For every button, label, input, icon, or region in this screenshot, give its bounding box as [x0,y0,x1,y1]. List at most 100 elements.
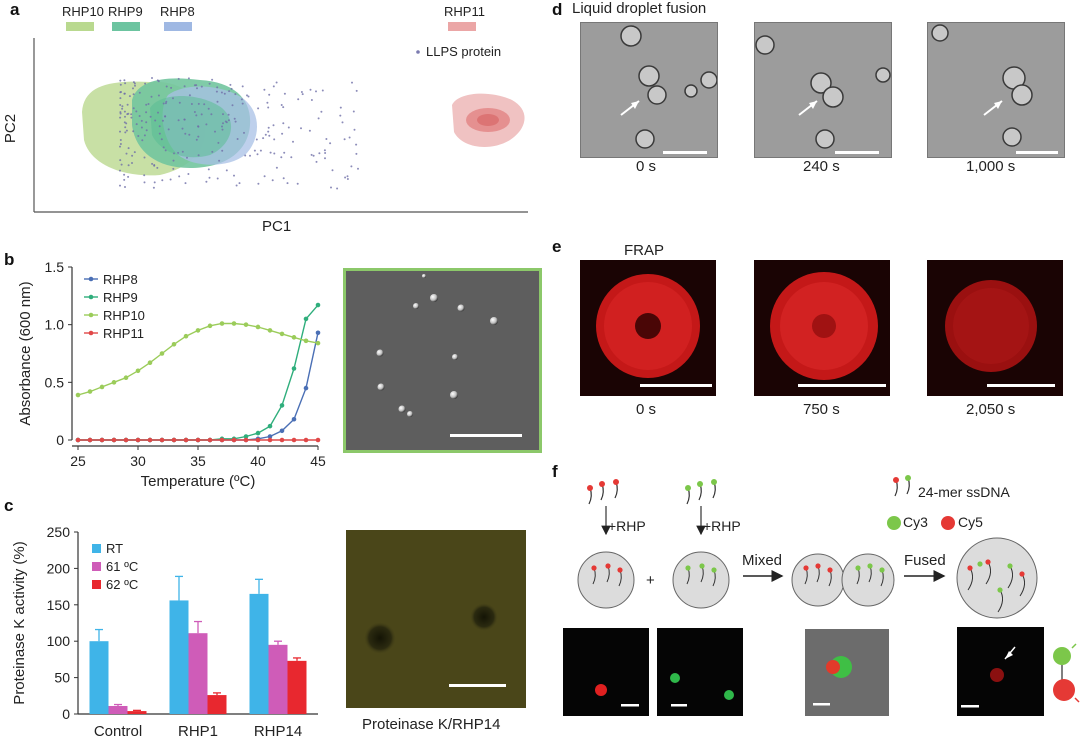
cy5-legend-label: Cy5 [958,514,983,530]
fusion-image-1000s [927,22,1065,158]
point-rhp8 [267,434,273,439]
panel-c-proteinase-chart: 0 50 100 150 200 250 Proteinase K activity (%)… [11,524,318,739]
c-ytick-label: 50 [54,670,70,686]
frap-time-2: 2,050 s [966,401,1016,418]
point-rhp10 [111,380,117,385]
fusion-time-1: 240 s [803,158,840,175]
fusion-image-0s [580,22,718,158]
fluor-image-cy5 [563,628,649,716]
point-rhp11 [255,437,261,443]
legend-swatch-rhp11 [448,22,476,31]
point-rhp9 [303,316,309,322]
point-rhp10 [183,333,189,339]
c-legend-text: 61 ºC [106,559,138,574]
point-rhp9 [291,366,297,371]
pc2-axis-label: PC2 [2,113,20,144]
point-rhp10 [135,368,141,374]
fused-label: Fused [904,552,946,569]
point-rhp9 [279,403,285,408]
point-rhp11 [207,437,213,443]
point-rhp11 [135,437,141,443]
point-rhp10 [75,392,81,398]
c-category-label: RHP1 [178,723,218,739]
panel-e-label: e [552,237,562,256]
legend-marker-rhp9 [88,294,94,300]
cy3-legend-dot [887,516,901,530]
b-ytick-label: 1.0 [45,317,65,333]
point-rhp11 [147,437,153,443]
c-category-label: RHP14 [254,723,302,739]
mixed-label: Mixed [742,552,783,569]
pc1-axis-label: PC1 [262,218,292,235]
c-y-axis-label: Proteinase K activity (%) [11,541,28,704]
point-rhp8 [315,330,321,336]
cy3-legend-label: Cy3 [903,514,928,530]
bar-control-0 [89,641,109,714]
point-rhp10 [147,360,153,366]
point-rhp11 [219,437,225,443]
legend-text-rhp8: RHP8 [103,272,138,287]
panel-a-pca-plot [33,38,528,213]
fusion-image-240s [754,22,892,158]
point-rhp10 [279,331,285,337]
legend-marker-rhp11 [88,330,94,336]
b-xtick-label: 30 [130,453,146,469]
fret-pair-icon [1053,643,1080,703]
plus-rhp-label-2: +RHP [703,518,741,534]
fluor-image-cy3 [657,628,743,716]
point-rhp11 [291,437,297,443]
fluor-image-fused [957,627,1044,716]
bar-rhp1-2 [207,695,227,714]
c-legend-text: RT [106,541,123,556]
point-rhp11 [99,437,105,443]
c-ytick-label: 250 [47,524,71,540]
point-rhp9 [255,430,261,436]
rhp9-core [150,96,232,158]
point-rhp11 [111,437,117,443]
point-rhp10 [171,341,177,347]
c-legend-swatch [92,580,101,589]
bar-control-1 [108,705,128,714]
legend-marker-rhp8 [88,276,94,282]
point-rhp11 [159,437,165,443]
point-rhp8 [303,385,309,391]
point-rhp8 [279,428,285,434]
legend-text-rhp10: RHP10 [103,308,145,323]
point-rhp9 [243,434,249,439]
bar-rhp14-2 [287,660,307,714]
panel-d-title: Liquid droplet fusion [572,0,707,17]
llps-protein-points [119,77,359,190]
point-rhp10 [207,323,213,329]
b-xtick-label: 25 [70,453,86,469]
b-xtick-label: 35 [190,453,206,469]
b-ytick-label: 0 [56,432,64,448]
fluor-image-mixed [805,629,889,716]
legend-marker-rhp10 [88,312,94,318]
c-legend-text: 62 ºC [106,577,138,592]
point-rhp10 [303,338,309,344]
frap-image-750s [754,260,890,396]
point-rhp11 [243,437,249,443]
point-rhp9 [267,423,273,429]
point-rhp11 [171,437,177,443]
c-legend-swatch [92,544,101,553]
point-rhp10 [195,328,201,333]
b-ytick-label: 0.5 [45,374,65,390]
droplet-cy5 [577,551,635,609]
droplet-cy3 [672,551,730,609]
bar-rhp14-1 [268,644,288,714]
c-ytick-label: 100 [47,633,71,649]
point-rhp10 [267,328,273,333]
fusion-time-0: 0 s [636,158,657,175]
fusion-time-2: 1,000 s [966,158,1016,175]
legend-swatch-rhp9 [112,22,140,31]
llps-legend-label: LLPS protein [426,44,502,59]
legend-text-rhp9: RHP9 [103,290,138,305]
frap-image-2050s [927,260,1063,396]
panel-e-title: FRAP [624,242,665,259]
frap-time-0: 0 s [636,401,657,418]
bar-control-2 [127,711,147,714]
plus-rhp-label-1: +RHP [608,518,646,534]
panel-a-label: a [10,0,20,19]
series-line-rhp8 [78,332,319,441]
